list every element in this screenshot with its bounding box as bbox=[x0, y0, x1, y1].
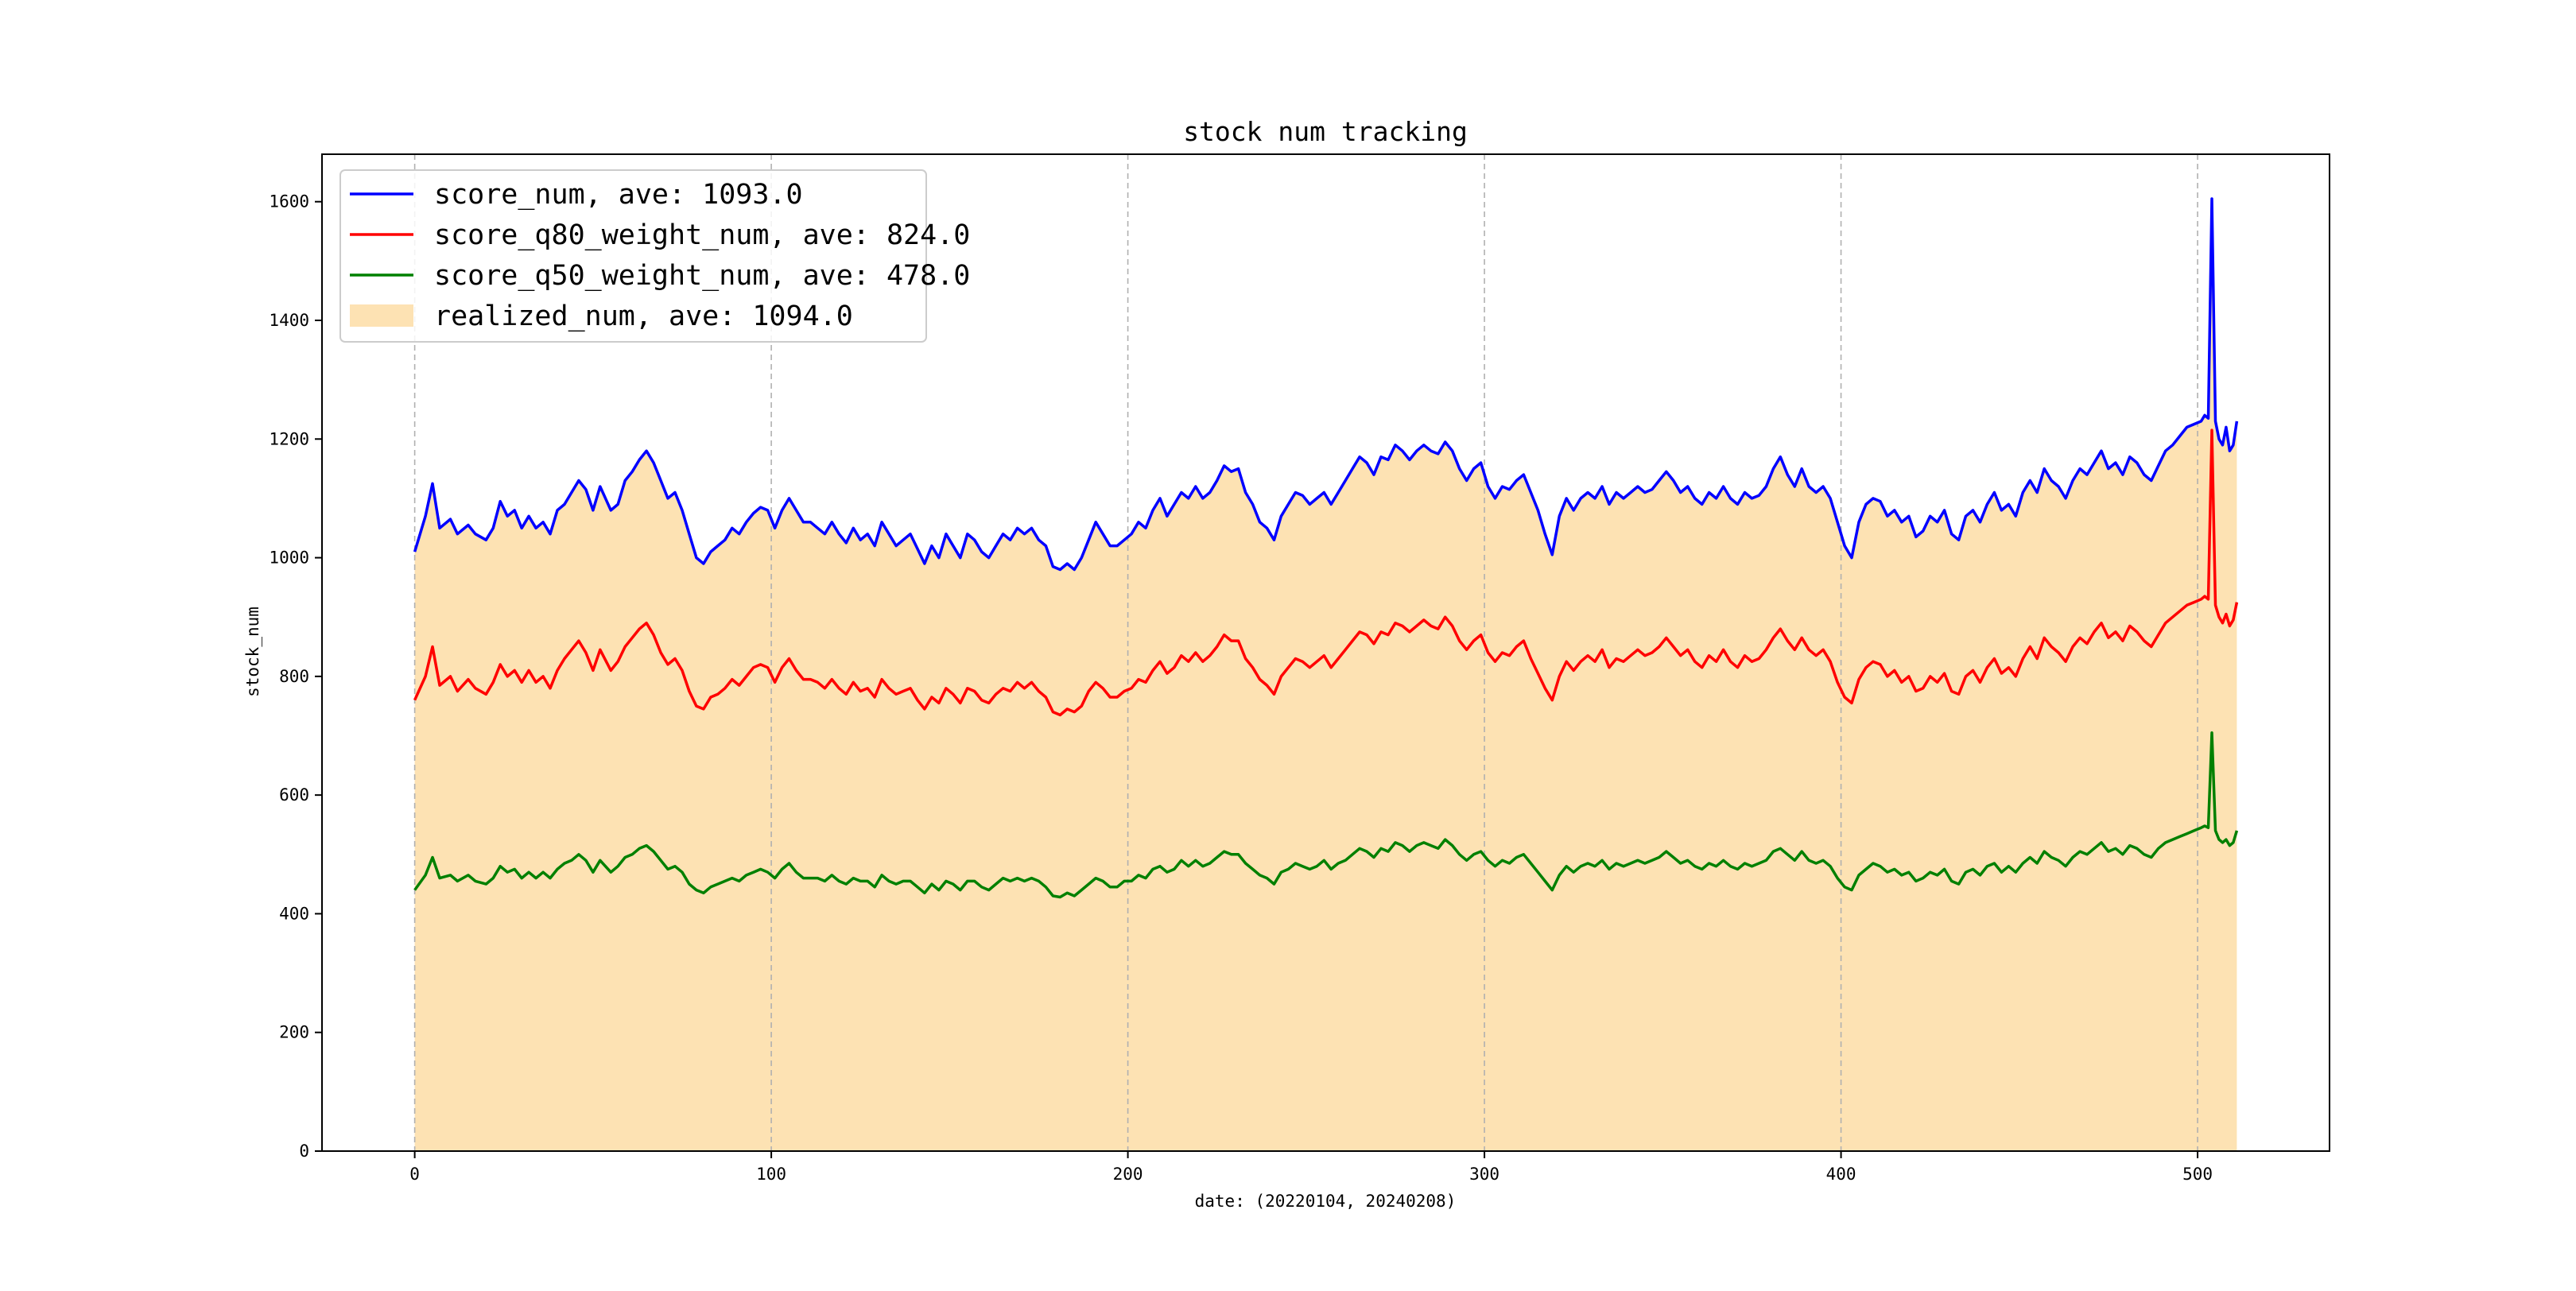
y-tick-label-800: 800 bbox=[279, 667, 309, 686]
legend-label-realized: realized_num, ave: 1094.0 bbox=[434, 300, 853, 332]
legend: score_num, ave: 1093.0 score_q80_weight_… bbox=[339, 169, 970, 343]
x-tick-label-300: 300 bbox=[1469, 1165, 1499, 1184]
y-tick-label-0: 0 bbox=[299, 1142, 309, 1161]
x-tick-label-0: 0 bbox=[409, 1165, 420, 1184]
series-line-0 bbox=[413, 197, 2239, 572]
legend-entry-score-num: score_num, ave: 1093.0 bbox=[350, 179, 803, 211]
y-tick-label-1400: 1400 bbox=[269, 311, 309, 330]
legend-box bbox=[339, 169, 927, 343]
y-axis-label: stock_num bbox=[243, 607, 262, 697]
y-tick-label-1600: 1600 bbox=[269, 192, 309, 211]
plot-frame bbox=[321, 153, 2330, 1152]
legend-entry-realized: realized_num, ave: 1094.0 bbox=[350, 300, 853, 332]
y-tick-label-600: 600 bbox=[279, 785, 309, 804]
legend-label-score-num: score_num, ave: 1093.0 bbox=[434, 179, 803, 211]
y-tick-label-400: 400 bbox=[279, 904, 309, 923]
series-line-1 bbox=[413, 428, 2239, 717]
chart-title: stock num tracking bbox=[1183, 116, 1468, 147]
y-tick-label-1200: 1200 bbox=[269, 429, 309, 448]
x-tick-label-200: 200 bbox=[1113, 1165, 1143, 1184]
area-layer bbox=[414, 199, 2237, 1151]
legend-swatch-realized bbox=[350, 304, 413, 327]
legend-label-score-q80: score_q80_weight_num, ave: 824.0 bbox=[434, 219, 970, 251]
x-tick-label-500: 500 bbox=[2182, 1165, 2213, 1184]
legend-label-score-q50: score_q50_weight_num, ave: 478.0 bbox=[434, 260, 970, 292]
axis-layer: 0 100 200 300 400 500 0 200 400 600 800 1000 1200 140… bbox=[269, 153, 2330, 1184]
realized-num-area bbox=[414, 199, 2237, 1151]
series-line-2 bbox=[413, 731, 2239, 899]
line-layer bbox=[413, 197, 2239, 899]
x-tick-label-400: 400 bbox=[1826, 1165, 1856, 1184]
x-axis-label: date: (20220104, 20240208) bbox=[1195, 1192, 1457, 1211]
y-tick-label-1000: 1000 bbox=[269, 549, 309, 568]
legend-entry-score-q50: score_q50_weight_num, ave: 478.0 bbox=[350, 260, 970, 292]
legend-entry-score-q80: score_q80_weight_num, ave: 824.0 bbox=[350, 219, 970, 251]
y-tick-label-200: 200 bbox=[279, 1023, 309, 1042]
x-tick-label-100: 100 bbox=[756, 1165, 786, 1184]
